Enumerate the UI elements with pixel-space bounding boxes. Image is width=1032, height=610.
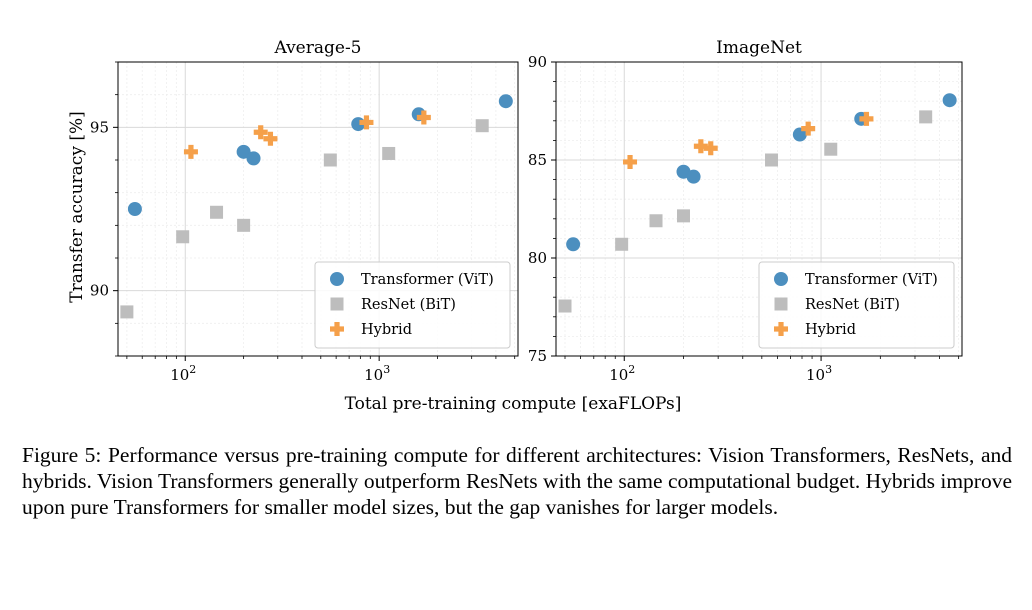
series-plus	[183, 110, 431, 159]
legend: Transformer (ViT) ResNet (BiT) Hybrid	[314, 261, 511, 349]
data-point	[382, 146, 396, 160]
legend-marker	[774, 297, 788, 311]
y-axis-label: Transfer accuracy [%]	[67, 111, 87, 303]
data-point	[210, 205, 224, 219]
data-point	[183, 144, 198, 159]
legend-entry: Hybrid	[330, 322, 412, 338]
data-point	[237, 218, 251, 232]
x-tick-base: 10	[609, 366, 628, 384]
series-square	[558, 110, 933, 313]
data-point	[416, 110, 431, 125]
legend-label: ResNet (BiT)	[361, 297, 456, 313]
x-tick-base: 10	[364, 366, 383, 384]
legend-marker	[330, 272, 344, 286]
y-tick-label: 95	[90, 118, 109, 136]
y-tick-label: 90	[528, 53, 547, 71]
series-circle	[127, 94, 513, 216]
plot-frame	[117, 61, 519, 357]
data-point	[263, 131, 278, 146]
legend: Transformer (ViT) ResNet (BiT) Hybrid	[758, 261, 955, 349]
legend-entry: Hybrid	[774, 322, 856, 338]
legend-marker	[330, 322, 344, 336]
legend-entry: Transformer (ViT)	[774, 272, 938, 288]
data-point	[323, 153, 337, 167]
legend-entry: Transformer (ViT)	[330, 272, 494, 288]
x-tick-exponent: 2	[189, 363, 196, 376]
data-point	[649, 214, 663, 228]
data-point	[176, 230, 190, 244]
data-point	[236, 144, 251, 159]
data-point	[475, 119, 489, 133]
data-point	[686, 169, 701, 184]
data-point	[615, 237, 629, 251]
data-point	[623, 154, 638, 169]
data-point	[765, 153, 779, 167]
x-tick-label: 102	[170, 363, 196, 384]
data-point	[677, 209, 691, 223]
legend-label: Transformer (ViT)	[361, 272, 494, 288]
x-tick-exponent: 2	[628, 363, 635, 376]
legend-label: Transformer (ViT)	[805, 272, 938, 288]
data-point	[693, 139, 708, 154]
data-point	[558, 299, 572, 313]
legend-label: ResNet (BiT)	[805, 297, 900, 313]
y-tick-label: 80	[528, 249, 547, 267]
legend-entry: ResNet (BiT)	[774, 297, 900, 313]
x-tick-exponent: 3	[383, 363, 390, 376]
data-point	[498, 94, 513, 109]
legend-label: Hybrid	[805, 322, 856, 338]
legend-marker	[774, 272, 788, 286]
chart-title: ImageNet	[716, 38, 802, 58]
data-point	[919, 110, 933, 124]
data-point	[703, 141, 718, 156]
x-tick-label: 103	[364, 363, 390, 384]
legend-box	[314, 261, 511, 349]
x-tick-base: 10	[170, 366, 189, 384]
legend-marker	[774, 322, 789, 336]
figure-caption: Figure 5: Performance versus pre-trainin…	[22, 443, 1012, 519]
series-plus	[623, 111, 874, 169]
x-tick-label: 102	[609, 363, 635, 384]
chart-title: Average-5	[273, 38, 361, 58]
x-tick-label: 103	[806, 363, 832, 384]
x-tick-base: 10	[806, 366, 825, 384]
data-point	[246, 151, 261, 166]
y-tick-label: 90	[90, 282, 109, 300]
x-tick-exponent: 3	[825, 363, 832, 376]
data-point	[253, 125, 268, 140]
legend-label: Hybrid	[361, 322, 412, 338]
data-point	[566, 237, 581, 252]
legend-entry: ResNet (BiT)	[330, 297, 456, 313]
legend-box	[758, 261, 955, 349]
data-point	[859, 111, 874, 126]
x-axis-label: Total pre-training compute [exaFLOPs]	[345, 394, 682, 414]
data-point	[127, 202, 142, 216]
legend-marker	[330, 297, 344, 311]
data-point	[824, 142, 838, 156]
plot-frame	[555, 61, 963, 357]
y-tick-label: 75	[528, 347, 547, 365]
series-square	[120, 119, 489, 319]
data-point	[120, 305, 134, 319]
data-point	[801, 121, 816, 136]
data-point	[942, 93, 957, 108]
data-point	[359, 115, 374, 130]
y-tick-label: 85	[528, 151, 547, 169]
